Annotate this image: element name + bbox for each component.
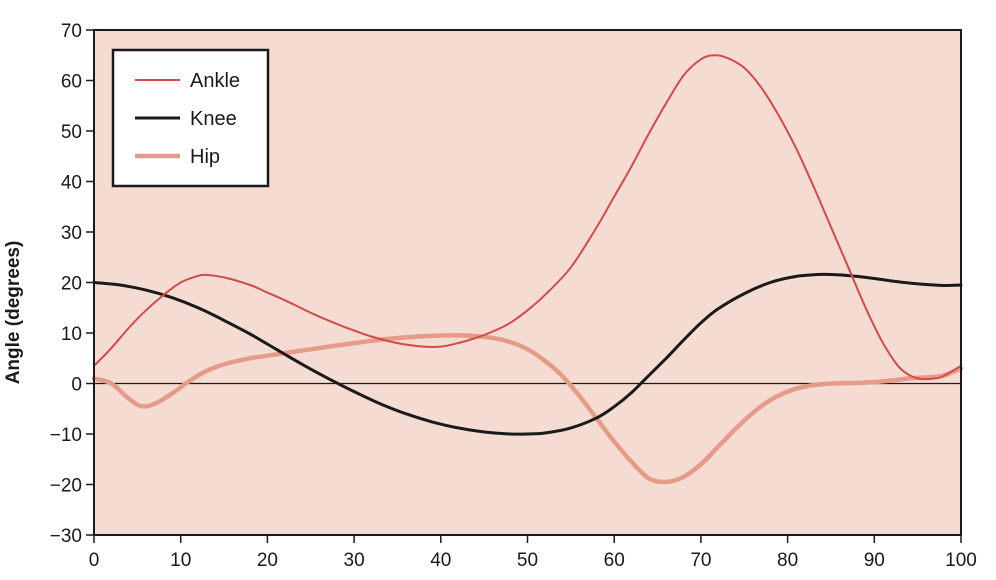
hip-series-line xyxy=(91,332,964,485)
y-tick-label: 20 xyxy=(61,274,82,295)
ankle-legend-label: Ankle xyxy=(190,70,240,92)
x-tick-label: 40 xyxy=(430,550,451,571)
y-tick-label: 40 xyxy=(61,173,82,194)
x-tick-label: 20 xyxy=(257,550,278,571)
x-tick-label: 30 xyxy=(344,550,365,571)
x-tick-label: 10 xyxy=(170,550,191,571)
y-tick-label: −20 xyxy=(50,476,82,497)
legend: Ankle Knee Hip xyxy=(111,48,270,188)
ankle-series-line xyxy=(93,54,962,381)
x-tick-label: 0 xyxy=(89,550,100,571)
y-tick-label: 70 xyxy=(61,21,82,42)
y-tick-label: 60 xyxy=(61,72,82,93)
y-tick-label: 0 xyxy=(71,375,82,396)
y-tick-label: 10 xyxy=(61,324,82,345)
x-tick-label: 60 xyxy=(604,550,625,571)
x-tick-label: 90 xyxy=(864,550,885,571)
x-tick-label: 100 xyxy=(945,550,977,571)
axis-ticks: 0 10 20 30 40 50 60 70 80 90 100706050403020100−10… xyxy=(50,21,977,571)
x-tick-label: 50 xyxy=(517,550,538,571)
hip-legend-label: Hip xyxy=(190,146,220,168)
y-tick-label: 30 xyxy=(61,223,82,244)
x-tick-label: 70 xyxy=(690,550,711,571)
y-axis-title: Angle (degrees) xyxy=(3,241,24,385)
series-lines xyxy=(91,54,964,485)
y-tick-label: −10 xyxy=(50,425,82,446)
x-tick-label: 80 xyxy=(777,550,798,571)
knee-series-line xyxy=(92,272,963,436)
knee-legend-label: Knee xyxy=(190,108,237,130)
y-tick-label: 50 xyxy=(61,122,82,143)
y-tick-label: −30 xyxy=(50,526,82,547)
